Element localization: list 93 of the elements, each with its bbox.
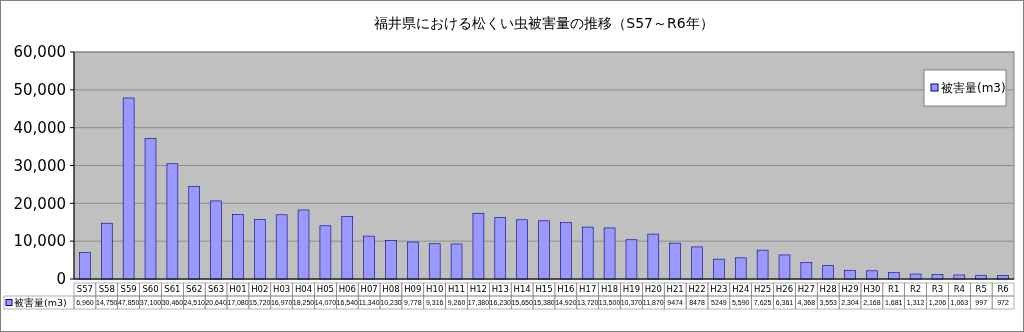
- x-tick-label: H16: [557, 284, 575, 295]
- x-tick-label: H04: [294, 284, 313, 295]
- text: 被害量(m3): [14, 296, 67, 308]
- x-tick-label: H24: [732, 284, 750, 295]
- bar: [101, 222, 113, 280]
- bar: [166, 163, 179, 280]
- y-tick-label: 10,000: [13, 232, 66, 251]
- bar: [188, 185, 200, 280]
- bar: [122, 97, 135, 280]
- x-tick-label: H15: [535, 284, 553, 295]
- x-tick-label: H13: [491, 284, 509, 295]
- x-tick-label: R3: [931, 284, 944, 295]
- bar: [734, 257, 747, 280]
- x-tick-label: S58: [98, 284, 115, 295]
- x-tick-label: H12: [469, 284, 488, 295]
- x-tick-label: H06: [338, 284, 356, 295]
- bar: [560, 222, 572, 280]
- bar: [866, 270, 878, 280]
- bar: [538, 220, 550, 280]
- x-tick-label: H27: [797, 284, 815, 295]
- bar: [800, 262, 813, 280]
- bar: [210, 200, 222, 280]
- bar: [275, 214, 288, 280]
- x-tick-label: R4: [953, 284, 966, 295]
- bar: [822, 265, 834, 280]
- bar: [713, 258, 725, 280]
- x-tick-label: H17: [579, 284, 597, 295]
- bar: [625, 239, 638, 280]
- bar: [909, 273, 922, 280]
- x-tick-label: R6: [997, 284, 1009, 295]
- x-tick-label: S61: [164, 284, 181, 295]
- bar: [603, 227, 616, 280]
- x-tick-label: H18: [600, 284, 619, 295]
- x-tick-label: R2: [909, 284, 922, 295]
- bar: [79, 252, 91, 280]
- x-tick-label: H01: [229, 284, 247, 295]
- bar: [953, 274, 966, 280]
- bar: [232, 214, 244, 280]
- x-tick-label: H11: [447, 284, 466, 295]
- bar: [254, 219, 266, 280]
- x-tick-label: H10: [426, 284, 444, 295]
- bar: [581, 226, 594, 280]
- x-tick-label: H07: [360, 284, 378, 295]
- x-tick-label: H02: [251, 284, 269, 295]
- bar: [363, 235, 375, 280]
- bar: [888, 272, 900, 280]
- x-tick-label: H26: [775, 284, 794, 295]
- x-tick-label: S62: [186, 284, 203, 295]
- x-tick-label: H05: [316, 284, 334, 295]
- y-tick-label: 30,000: [13, 156, 66, 175]
- bar: [647, 233, 660, 280]
- x-tick-label: H22: [688, 284, 706, 295]
- legend-label: 被害量(m3): [941, 81, 1006, 96]
- y-tick-label: 20,000: [13, 194, 66, 213]
- x-tick-label: S59: [120, 284, 137, 295]
- y-tick-label: 50,000: [13, 81, 66, 100]
- x-tick-label: H28: [819, 284, 837, 295]
- bar: [756, 249, 769, 280]
- bar: [472, 212, 485, 280]
- bar: [297, 209, 310, 280]
- bar: [341, 216, 354, 280]
- x-tick-label: H09: [404, 284, 422, 295]
- bar: [428, 243, 441, 280]
- bar: [516, 219, 528, 280]
- x-tick-label: S60: [142, 284, 159, 295]
- x-tick-label: H30: [863, 284, 881, 295]
- bar: [450, 243, 463, 280]
- y-tick-label: 60,000: [13, 43, 66, 62]
- x-tick-label: S63: [207, 284, 225, 295]
- chart-title: 福井県における松くい虫被害量の推移（S57～R6年）: [374, 15, 714, 31]
- bar: [778, 254, 791, 280]
- bar: [494, 217, 507, 280]
- x-tick-label: H14: [513, 284, 531, 295]
- x-tick-label: H03: [273, 284, 291, 295]
- x-tick-label: H23: [710, 284, 728, 295]
- x-tick-label: R1: [888, 284, 900, 295]
- x-tick-label: R5: [975, 284, 987, 295]
- x-tick-label: H29: [841, 284, 859, 295]
- x-tick-label: H25: [754, 284, 772, 295]
- bar: [407, 241, 419, 280]
- y-tick-label: 0: [56, 270, 66, 289]
- bar: [144, 138, 157, 280]
- bar: [669, 242, 681, 280]
- x-tick-label: H08: [382, 284, 400, 295]
- y-tick-label: 40,000: [13, 118, 66, 137]
- bar: [385, 240, 397, 280]
- bar: [691, 246, 703, 280]
- x-tick-label: H21: [666, 284, 684, 295]
- x-tick-label: S57: [76, 284, 94, 295]
- x-tick-label: H19: [622, 284, 641, 295]
- bar: [319, 225, 332, 280]
- bar: [844, 269, 856, 280]
- x-tick-label: H20: [644, 284, 662, 295]
